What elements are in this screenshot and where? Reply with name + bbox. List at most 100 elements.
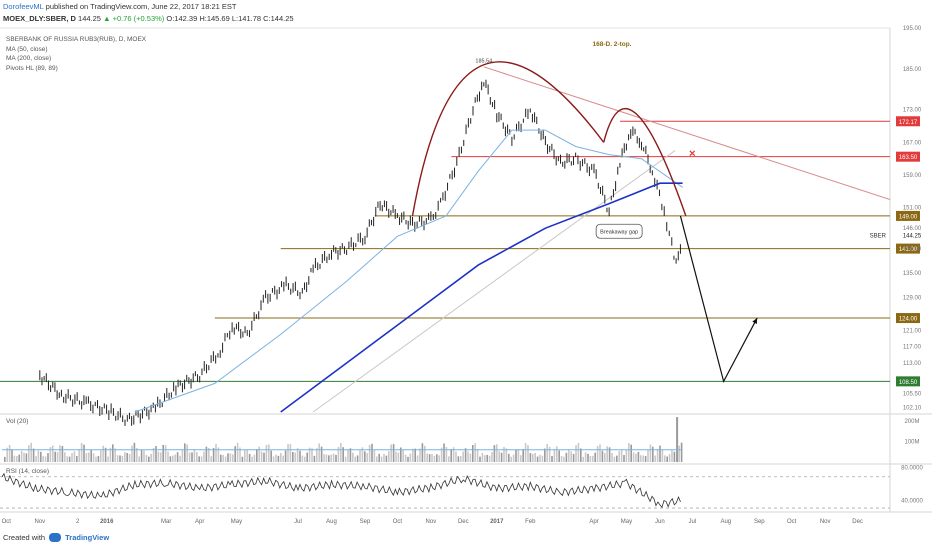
publish-text: published on TradingView.com, June 22, 2…	[45, 2, 237, 11]
volume-bar	[176, 452, 179, 462]
volume-bar	[479, 456, 481, 462]
volume-bar	[584, 452, 587, 462]
volume-bar	[164, 445, 167, 462]
volume-bar	[174, 454, 176, 462]
legend-pivots[interactable]: Pivots HL (89, 89)	[6, 64, 58, 72]
rsi-line	[1, 472, 681, 509]
volume-bar	[66, 456, 68, 462]
volume-bar	[503, 446, 505, 462]
volume-bar	[277, 455, 280, 462]
volume-bar	[680, 442, 683, 462]
volume-tick-label: 200M	[904, 419, 919, 425]
volume-bar	[599, 444, 601, 462]
level-price-badge	[896, 313, 920, 324]
volume-bar	[596, 445, 599, 462]
volume-bar	[637, 451, 640, 462]
volume-bar	[520, 455, 522, 462]
price-change: ▲ +0.76 (+0.53%)	[103, 14, 165, 23]
time-tick-label: May	[231, 519, 242, 525]
volume-bar	[385, 455, 388, 462]
time-tick-label: Apr	[589, 519, 598, 525]
volume-bar	[162, 444, 164, 462]
level-price-badge	[896, 151, 920, 162]
legend-ma50[interactable]: MA (50, close)	[6, 45, 48, 53]
volume-bar	[289, 444, 292, 462]
volume-bar	[241, 456, 244, 462]
volume-bar	[354, 456, 356, 462]
time-tick-label: Aug	[326, 519, 337, 525]
volume-bar	[642, 455, 644, 462]
volume-bar	[424, 445, 426, 462]
time-tick-label: Jul	[688, 519, 696, 525]
volume-bar	[52, 445, 54, 462]
horizontal-levels: 172.17 163.50 149.00 141.00 124.00 108.50 SBER…	[0, 116, 922, 387]
trendline	[312, 150, 676, 413]
legend-ma200[interactable]: MA (200, close)	[6, 55, 52, 62]
volume-bar	[342, 447, 344, 462]
volume-bar	[188, 452, 191, 462]
volume-bar	[565, 452, 568, 462]
volume-bar	[505, 448, 508, 462]
volume-bar	[330, 454, 332, 462]
volume-bar	[572, 453, 575, 462]
volume-bar	[558, 450, 560, 462]
volume-bar	[203, 451, 205, 462]
volume-bar	[152, 448, 155, 462]
projection-arrowhead	[752, 318, 758, 325]
double-top-arcs	[411, 61, 687, 217]
level-price-label: 149.00	[899, 214, 918, 220]
volume-bar	[76, 455, 78, 462]
chart-annotations: 168-D. 2-top. 185.54 Breakaway gap ✕	[475, 41, 696, 239]
price-tick-label: 121.00	[903, 328, 922, 334]
volume-bar	[68, 456, 71, 462]
legend-symbol[interactable]: SBERBANK OF RUSSIA RUB3(RUB), D, MOEX	[6, 36, 147, 43]
volume-bar	[316, 448, 318, 462]
volume-bar	[148, 456, 150, 462]
volume-bar	[136, 448, 138, 462]
tradingview-brand[interactable]: TradingView	[65, 533, 110, 542]
volume-bar	[606, 446, 608, 462]
price-axis: 195.00 185.00 173.00 167.00 159.00 151.00 146.…	[903, 26, 922, 412]
pane-frames	[0, 27, 932, 513]
volume-bar	[488, 455, 491, 462]
volume-bar	[433, 455, 436, 462]
volume-bar	[491, 451, 493, 462]
volume-bar	[11, 449, 13, 462]
symbol-line: MOEX_DLY:SBER, D 144.25 ▲ +0.76 (+0.53%)…	[3, 14, 294, 23]
volume-bar	[668, 454, 671, 462]
rsi-pane-label[interactable]: RSI (14, close)	[6, 468, 49, 475]
breakaway-gap-box	[595, 223, 643, 239]
volume-bar	[133, 442, 136, 462]
volume-bar	[529, 453, 532, 462]
projection-path	[679, 215, 758, 384]
volume-pane-label[interactable]: Vol (20)	[6, 418, 29, 425]
volume-bar	[85, 452, 88, 462]
time-tick-label: Sep	[360, 519, 371, 525]
volume-bar	[419, 448, 421, 462]
volume-bar	[448, 456, 450, 462]
price-chart[interactable]: 172.17 163.50 149.00 141.00 124.00 108.50 SBER…	[0, 0, 932, 530]
volume-bar	[198, 456, 200, 462]
volume-bar	[100, 450, 102, 462]
volume-bar	[126, 452, 128, 462]
volume-bar	[25, 453, 28, 462]
volume-bar	[397, 452, 400, 462]
volume-bar	[666, 456, 668, 462]
volume-bar	[436, 454, 438, 462]
time-tick-label: Nov	[820, 519, 831, 525]
volume-bar	[16, 456, 18, 462]
price-tick-label: 195.00	[903, 26, 922, 32]
volume-bar	[380, 456, 383, 462]
volume-bar	[205, 446, 208, 462]
volume-bar	[452, 447, 455, 462]
volume-bar	[472, 445, 474, 462]
volume-bar	[325, 454, 328, 462]
volume-bar	[6, 447, 8, 462]
volume-bar	[184, 443, 186, 462]
breakaway-gap-label: Breakaway gap	[600, 229, 638, 235]
volume-bar	[328, 455, 330, 462]
volume-bar	[553, 448, 556, 462]
volume-bar	[457, 456, 460, 462]
author-link[interactable]: DorofeevML	[3, 2, 44, 11]
volume-bar	[282, 455, 284, 462]
